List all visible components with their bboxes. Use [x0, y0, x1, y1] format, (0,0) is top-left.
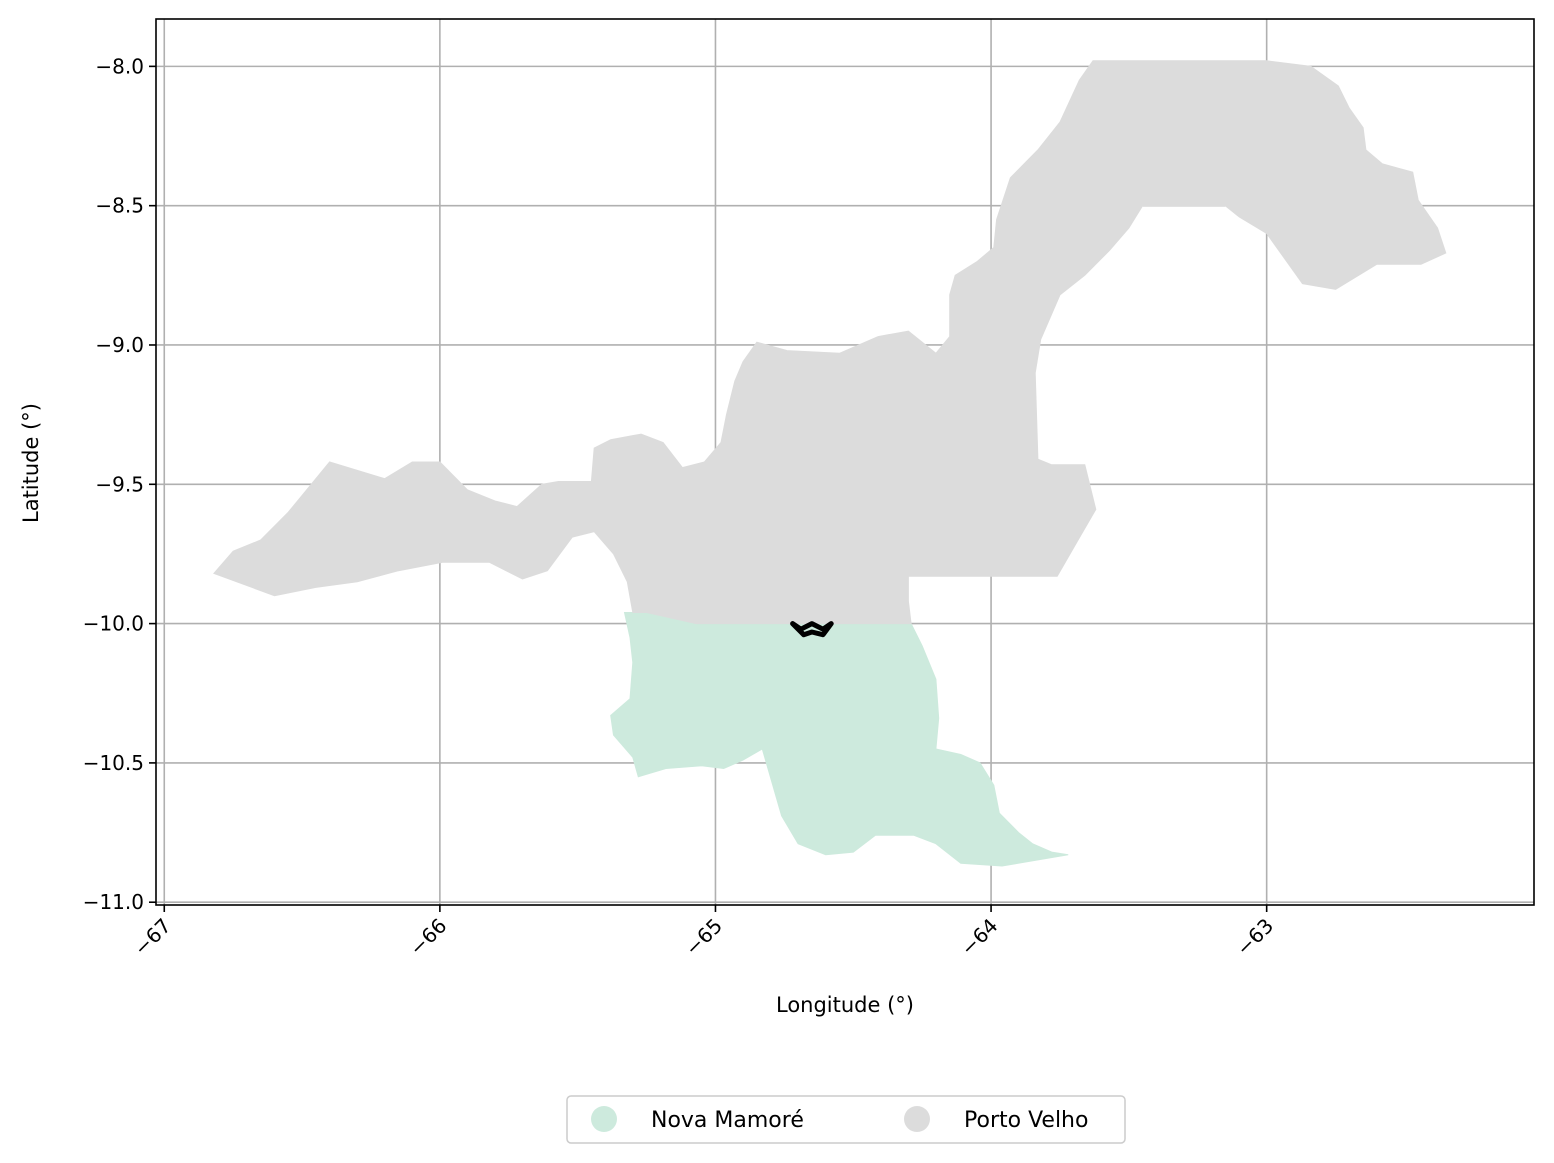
x-tick-label-2: −65	[680, 914, 727, 961]
y-tick-label-0: −8.0	[95, 54, 144, 78]
regions	[213, 60, 1447, 867]
x-tick-label-0: −67	[129, 914, 176, 961]
x-axis-ticks: −67 −66 −65 −64 −63	[129, 905, 1278, 960]
plot-frame	[155, 18, 1535, 906]
legend-marker-porto-velho	[904, 1106, 930, 1132]
y-tick-label-1: −8.5	[95, 194, 144, 218]
region-porto-velho	[213, 60, 1447, 625]
y-axis-ticks: −8.0 −8.5 −9.0 −9.5 −10.0 −10.5 −11.0	[83, 54, 156, 914]
y-tick-label-5: −10.5	[83, 751, 144, 775]
legend-label-porto-velho: Porto Velho	[964, 1108, 1088, 1133]
x-tick-label-1: −66	[405, 914, 452, 961]
highlight-outline	[790, 621, 834, 638]
y-tick-label-6: −11.0	[83, 890, 144, 914]
x-tick-label-3: −64	[956, 914, 1003, 961]
legend: Nova Mamoré Porto Velho	[566, 1095, 1126, 1144]
y-tick-label-2: −9.0	[95, 333, 144, 357]
y-axis-label: Latitude (°)	[19, 403, 43, 523]
x-tick-label-4: −63	[1231, 914, 1278, 961]
legend-marker-nova-mamor-	[591, 1106, 617, 1132]
y-tick-label-4: −10.0	[83, 612, 144, 636]
y-tick-label-3: −9.5	[95, 472, 144, 496]
legend-label-nova-mamor-: Nova Mamoré	[651, 1108, 804, 1133]
x-axis-label: Longitude (°)	[776, 993, 914, 1017]
region-nova-mamor-	[610, 612, 1069, 867]
legend-box	[566, 1095, 1126, 1144]
highlight-shape	[790, 621, 834, 638]
